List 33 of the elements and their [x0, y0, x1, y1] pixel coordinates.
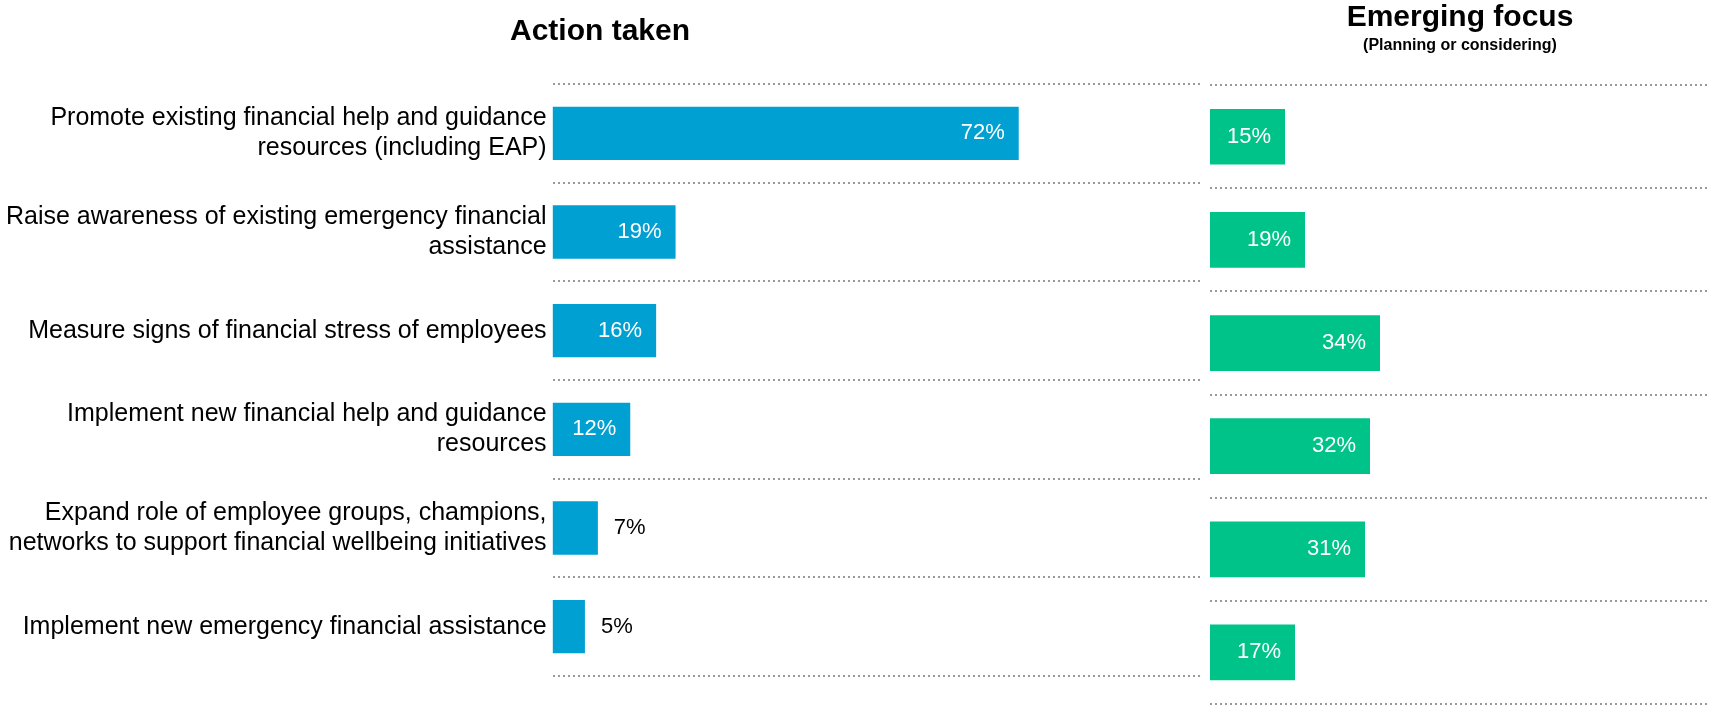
bar	[1210, 212, 1305, 268]
data-label: 19%	[617, 218, 662, 244]
chart-title: Action taken	[509, 13, 691, 47]
y-tick-label: Raise awareness of existing emergency financial assistance	[5, 200, 547, 259]
data-label: 31%	[1306, 535, 1351, 561]
chart-title: Emerging focus	[1346, 0, 1574, 33]
bar	[552, 402, 631, 456]
y-tick-label: Expand role of employee groups, champions, networks to support financial wellbeing initiatives	[8, 496, 547, 555]
data-label: 15%	[1226, 122, 1271, 148]
bar	[1210, 315, 1380, 371]
data-label: 7%	[613, 514, 646, 540]
data-label: 12%	[572, 415, 617, 441]
y-tick-label: Implement new financial help and guidance resources	[67, 398, 547, 457]
bar	[1210, 108, 1285, 165]
bar	[552, 205, 676, 259]
chart-subtitle: (Planning or considering)	[1363, 36, 1557, 54]
data-label: 16%	[598, 316, 643, 342]
bar	[552, 304, 657, 358]
y-tick-label: Measure signs of financial stress of employees	[28, 314, 547, 343]
bar	[1210, 624, 1295, 681]
y-tick-label: Promote existing financial help and guidance resources (including EAP)	[50, 102, 547, 161]
data-label: 19%	[1246, 225, 1291, 251]
data-label: 5%	[600, 612, 633, 638]
data-label: 72%	[960, 119, 1005, 145]
bar	[552, 106, 1019, 160]
bar	[552, 600, 585, 654]
y-tick-label: Implement new emergency financial assistance	[22, 610, 547, 639]
bar	[1210, 418, 1370, 475]
data-label: 34%	[1321, 329, 1366, 355]
bar	[1210, 521, 1365, 578]
data-label: 32%	[1311, 432, 1356, 458]
bar	[552, 501, 598, 555]
data-label: 17%	[1236, 638, 1281, 664]
